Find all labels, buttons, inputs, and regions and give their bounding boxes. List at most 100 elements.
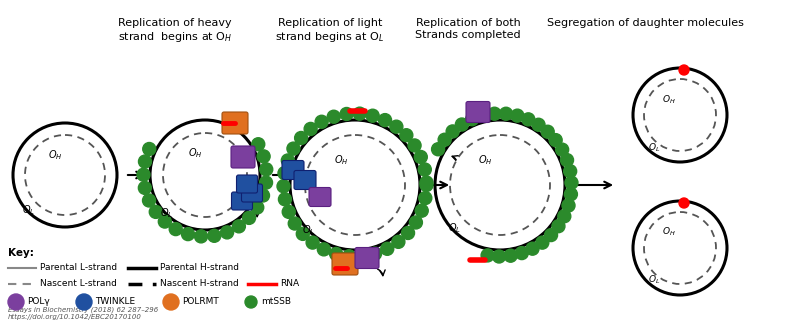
Circle shape	[354, 107, 366, 120]
Circle shape	[420, 176, 433, 189]
Circle shape	[522, 113, 535, 126]
FancyBboxPatch shape	[309, 187, 331, 207]
FancyBboxPatch shape	[241, 184, 263, 202]
Circle shape	[149, 205, 162, 218]
Text: mtSSB: mtSSB	[261, 298, 291, 307]
Circle shape	[450, 135, 550, 235]
Circle shape	[259, 163, 273, 176]
Circle shape	[290, 120, 420, 250]
Text: $O_L$: $O_L$	[302, 223, 315, 237]
Circle shape	[137, 168, 150, 181]
Circle shape	[256, 189, 270, 202]
Circle shape	[488, 107, 501, 120]
Circle shape	[481, 249, 494, 262]
Circle shape	[499, 107, 513, 120]
Circle shape	[511, 109, 524, 122]
Text: Segregation of daughter molecules: Segregation of daughter molecules	[547, 18, 744, 28]
Circle shape	[356, 249, 369, 263]
Circle shape	[243, 212, 255, 224]
Circle shape	[392, 235, 405, 248]
Circle shape	[515, 247, 528, 260]
Circle shape	[565, 188, 577, 201]
Circle shape	[476, 109, 490, 122]
FancyBboxPatch shape	[282, 160, 304, 180]
Circle shape	[402, 226, 414, 240]
Circle shape	[330, 248, 343, 260]
Text: Nascent L-strand: Nascent L-strand	[40, 280, 117, 288]
Circle shape	[446, 125, 459, 138]
FancyBboxPatch shape	[222, 112, 248, 134]
Circle shape	[633, 201, 727, 295]
FancyBboxPatch shape	[231, 146, 255, 168]
Text: POLRMT: POLRMT	[182, 298, 219, 307]
Text: POLγ: POLγ	[27, 298, 50, 307]
Circle shape	[195, 230, 207, 243]
Text: Essays in Biochemistry (2018) 62 287–296
https://doi.org/10.1042/EBC20170100: Essays in Biochemistry (2018) 62 287–296…	[8, 306, 158, 320]
Text: Replication of both
Strands completed: Replication of both Strands completed	[415, 18, 520, 40]
Circle shape	[251, 201, 263, 214]
Circle shape	[142, 194, 156, 207]
FancyBboxPatch shape	[355, 248, 379, 269]
Text: Nascent H-strand: Nascent H-strand	[160, 280, 239, 288]
Text: $O_H$: $O_H$	[662, 226, 676, 238]
Circle shape	[679, 198, 689, 208]
Circle shape	[435, 120, 565, 250]
Circle shape	[245, 296, 257, 308]
Circle shape	[532, 118, 545, 131]
Circle shape	[536, 236, 549, 249]
Circle shape	[438, 133, 451, 146]
Circle shape	[558, 210, 571, 223]
Circle shape	[493, 250, 505, 263]
Circle shape	[8, 294, 24, 310]
Circle shape	[150, 120, 260, 230]
Circle shape	[252, 138, 265, 151]
Circle shape	[288, 217, 301, 230]
Circle shape	[315, 115, 328, 128]
Circle shape	[13, 123, 117, 227]
Circle shape	[181, 228, 195, 241]
Circle shape	[564, 165, 577, 178]
Circle shape	[366, 109, 379, 122]
Circle shape	[138, 182, 151, 194]
Circle shape	[343, 250, 356, 263]
Text: $O_H$: $O_H$	[478, 153, 493, 167]
Circle shape	[549, 134, 562, 147]
Circle shape	[418, 163, 431, 176]
Circle shape	[541, 125, 554, 138]
Text: TWINKLE: TWINKLE	[95, 298, 135, 307]
Circle shape	[317, 243, 331, 256]
Text: Replication of light
strand begins at O$_L$: Replication of light strand begins at O$…	[275, 18, 384, 44]
Circle shape	[633, 68, 727, 162]
Circle shape	[410, 216, 422, 229]
Circle shape	[379, 114, 392, 127]
FancyBboxPatch shape	[232, 192, 252, 210]
Circle shape	[304, 122, 317, 135]
Circle shape	[163, 294, 179, 310]
Circle shape	[408, 139, 421, 152]
Text: RNA: RNA	[280, 280, 299, 288]
Circle shape	[414, 150, 427, 163]
Circle shape	[163, 133, 247, 217]
Circle shape	[25, 135, 105, 215]
Circle shape	[415, 204, 428, 217]
Circle shape	[466, 113, 479, 126]
Circle shape	[297, 227, 309, 240]
FancyBboxPatch shape	[294, 171, 316, 189]
Circle shape	[420, 179, 433, 191]
Circle shape	[526, 242, 539, 255]
Circle shape	[138, 155, 152, 168]
Circle shape	[76, 294, 92, 310]
Circle shape	[327, 110, 340, 123]
Circle shape	[679, 65, 689, 75]
Circle shape	[233, 220, 245, 233]
Circle shape	[169, 223, 182, 236]
Circle shape	[552, 220, 565, 233]
Circle shape	[369, 247, 381, 260]
Circle shape	[644, 79, 716, 151]
Circle shape	[142, 143, 156, 155]
Text: Parental L-strand: Parental L-strand	[40, 263, 117, 273]
Text: Replication of heavy
strand  begins at O$_H$: Replication of heavy strand begins at O$…	[118, 18, 233, 44]
Text: Key:: Key:	[8, 248, 34, 258]
Circle shape	[399, 129, 413, 142]
Circle shape	[565, 176, 578, 189]
